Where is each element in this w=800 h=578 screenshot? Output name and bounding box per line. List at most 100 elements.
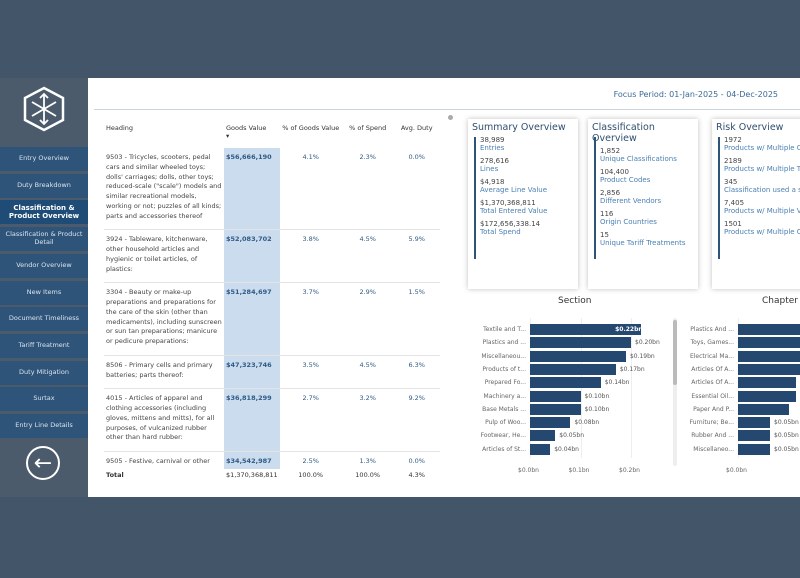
pct-spend-cell: 3.2% xyxy=(341,388,394,452)
bar[interactable] xyxy=(738,430,770,442)
data-label: $0.05bn xyxy=(774,445,799,453)
bar[interactable] xyxy=(530,403,581,415)
back-button[interactable]: ← xyxy=(26,446,60,480)
category-label: Plastics And ... xyxy=(690,326,734,333)
heading-cell: 8506 - Primary cells and primary batteri… xyxy=(104,355,224,390)
bar[interactable] xyxy=(738,363,800,375)
table-row[interactable]: 4015 - Articles of apparel and clothing … xyxy=(104,388,440,452)
scrollbar-thumb[interactable] xyxy=(673,320,677,385)
avg-duty-cell: 1.5% xyxy=(393,282,440,356)
total-cell: Total xyxy=(106,470,124,479)
kpi: 1501 Products w/ Multiple C xyxy=(712,220,800,236)
pct-spend-cell: 2.9% xyxy=(341,282,394,356)
avg-duty-cell: 6.3% xyxy=(393,355,440,390)
section-chart-title: Section xyxy=(558,296,592,306)
bar[interactable] xyxy=(530,324,642,335)
card-title: Classification Overview xyxy=(592,122,655,144)
col-pct-spend[interactable]: % of Spend xyxy=(349,124,387,132)
kpi: 345 Classification used a s xyxy=(712,178,800,194)
kpi: 7,405 Products w/ Multiple V xyxy=(712,199,800,215)
main-panel: Focus Period: 01-Jan-2025 - 04-Dec-2025 … xyxy=(88,78,800,497)
bar[interactable] xyxy=(738,350,800,362)
category-label: Articles Of A... xyxy=(691,365,734,373)
table-row[interactable]: 3924 - Tableware, kitchenware, other hou… xyxy=(104,229,440,284)
bar[interactable] xyxy=(738,443,770,455)
nav-item[interactable]: Classification & Product Detail xyxy=(0,227,88,253)
bar[interactable] xyxy=(530,337,631,349)
data-label: $0.04bn xyxy=(554,445,579,453)
col-heading[interactable]: Heading xyxy=(106,124,134,132)
bar[interactable] xyxy=(530,417,571,429)
bar[interactable] xyxy=(530,390,581,402)
kpi-label: Products w/ Multiple V xyxy=(724,207,800,215)
kpi-label: Entries xyxy=(480,144,505,152)
data-label: $0.14bn xyxy=(604,379,630,387)
pct-goods-cell: 3.8% xyxy=(279,229,342,284)
nav-item[interactable]: Entry Line Details xyxy=(0,414,88,439)
bar[interactable] xyxy=(530,443,551,455)
table-row[interactable]: 9505 - Festive, carnival or other $34,542… xyxy=(104,451,440,469)
overview-card: Summary Overview 38,989 Entries 278,616 Line… xyxy=(468,119,578,289)
table-row[interactable]: 9503 - Tricycles, scooters, pedal cars a… xyxy=(104,148,440,231)
gridline xyxy=(631,318,632,458)
data-label: $0.10bn xyxy=(584,405,610,413)
kpi: $4,918 Average Line Value xyxy=(468,178,578,194)
nav-item[interactable]: New Items xyxy=(0,280,88,306)
col-goods-value[interactable]: Goods Value ▾ xyxy=(226,124,267,140)
nav-item[interactable]: Tariff Treatment xyxy=(0,333,88,359)
logo-icon xyxy=(23,86,65,132)
kpi-label: Classification used a s xyxy=(724,186,800,194)
col-pct-goods[interactable]: % of Goods Value xyxy=(282,124,340,132)
kpi: 15 Unique Tariff Treatments xyxy=(588,231,698,247)
category-label: Base Metals ... xyxy=(482,405,526,413)
kpi-label: Lines xyxy=(480,165,499,173)
category-label: Plastics and ... xyxy=(482,339,526,347)
nav-item[interactable]: Surtax xyxy=(0,387,88,413)
nav-item[interactable]: Duty Mitigation xyxy=(0,360,88,386)
pct-spend-cell: 2.3% xyxy=(341,148,394,231)
bar[interactable] xyxy=(738,337,800,349)
category-label: Textile and T... xyxy=(483,326,526,333)
bar[interactable] xyxy=(530,430,556,442)
sort-desc-icon: ▾ xyxy=(226,132,230,140)
bar[interactable] xyxy=(530,350,626,362)
bar[interactable] xyxy=(738,377,796,389)
total-cell: 100.0% xyxy=(298,470,324,479)
x-tick-label: $0.1bn xyxy=(568,467,590,474)
data-label: $0.10bn xyxy=(584,392,610,400)
goods-value-cell: $56,666,190 xyxy=(224,148,280,231)
category-label: Articles of St... xyxy=(482,445,526,453)
category-label: Essential Oil... xyxy=(691,392,734,400)
kpi-value: $4,918 xyxy=(480,178,505,186)
kpi: 116 Origin Countries xyxy=(588,210,698,226)
chart-scrollbar[interactable] xyxy=(673,318,677,466)
kpi-label: Product Codes xyxy=(600,176,651,184)
kpi: 278,616 Lines xyxy=(468,157,578,173)
kpi-label: Products w/ Multiple T xyxy=(724,165,800,173)
table-row[interactable]: 8506 - Primary cells and primary batteri… xyxy=(104,355,440,390)
bar[interactable] xyxy=(738,403,790,415)
nav-item[interactable]: Vendor Overview xyxy=(0,253,88,279)
col-avg-duty[interactable]: Avg. Duty xyxy=(400,124,433,132)
nav-item[interactable]: Entry Overview xyxy=(0,147,88,172)
goods-value-cell: $36,818,299 xyxy=(224,388,280,452)
nav-item[interactable]: Document Timeliness xyxy=(0,307,88,333)
bar[interactable] xyxy=(738,324,800,335)
nav-item[interactable]: Duty Breakdown xyxy=(0,173,88,199)
kpi: 1972 Products w/ Multiple C xyxy=(712,136,800,152)
bar[interactable] xyxy=(738,390,796,402)
category-label: Rubber And ... xyxy=(691,432,734,440)
kpi-label: Unique Tariff Treatments xyxy=(600,239,686,247)
heading-cell: 3304 - Beauty or make-up preparations an… xyxy=(104,282,224,356)
more-options-icon[interactable] xyxy=(448,115,453,120)
avg-duty-cell: 0.0% xyxy=(408,457,425,465)
overview-card: Classification Overview 1,852 Unique Class… xyxy=(588,119,698,289)
data-label: $0.17bn xyxy=(619,365,645,373)
bar[interactable] xyxy=(530,377,601,389)
bar[interactable] xyxy=(738,417,770,429)
bar[interactable] xyxy=(530,363,616,375)
kpi-value: 1501 xyxy=(724,220,742,228)
category-label: Pulp of Woo... xyxy=(485,419,526,427)
table-row[interactable]: 3304 - Beauty or make-up preparations an… xyxy=(104,282,440,356)
nav-item[interactable]: Classification & Product Overview xyxy=(0,200,88,226)
